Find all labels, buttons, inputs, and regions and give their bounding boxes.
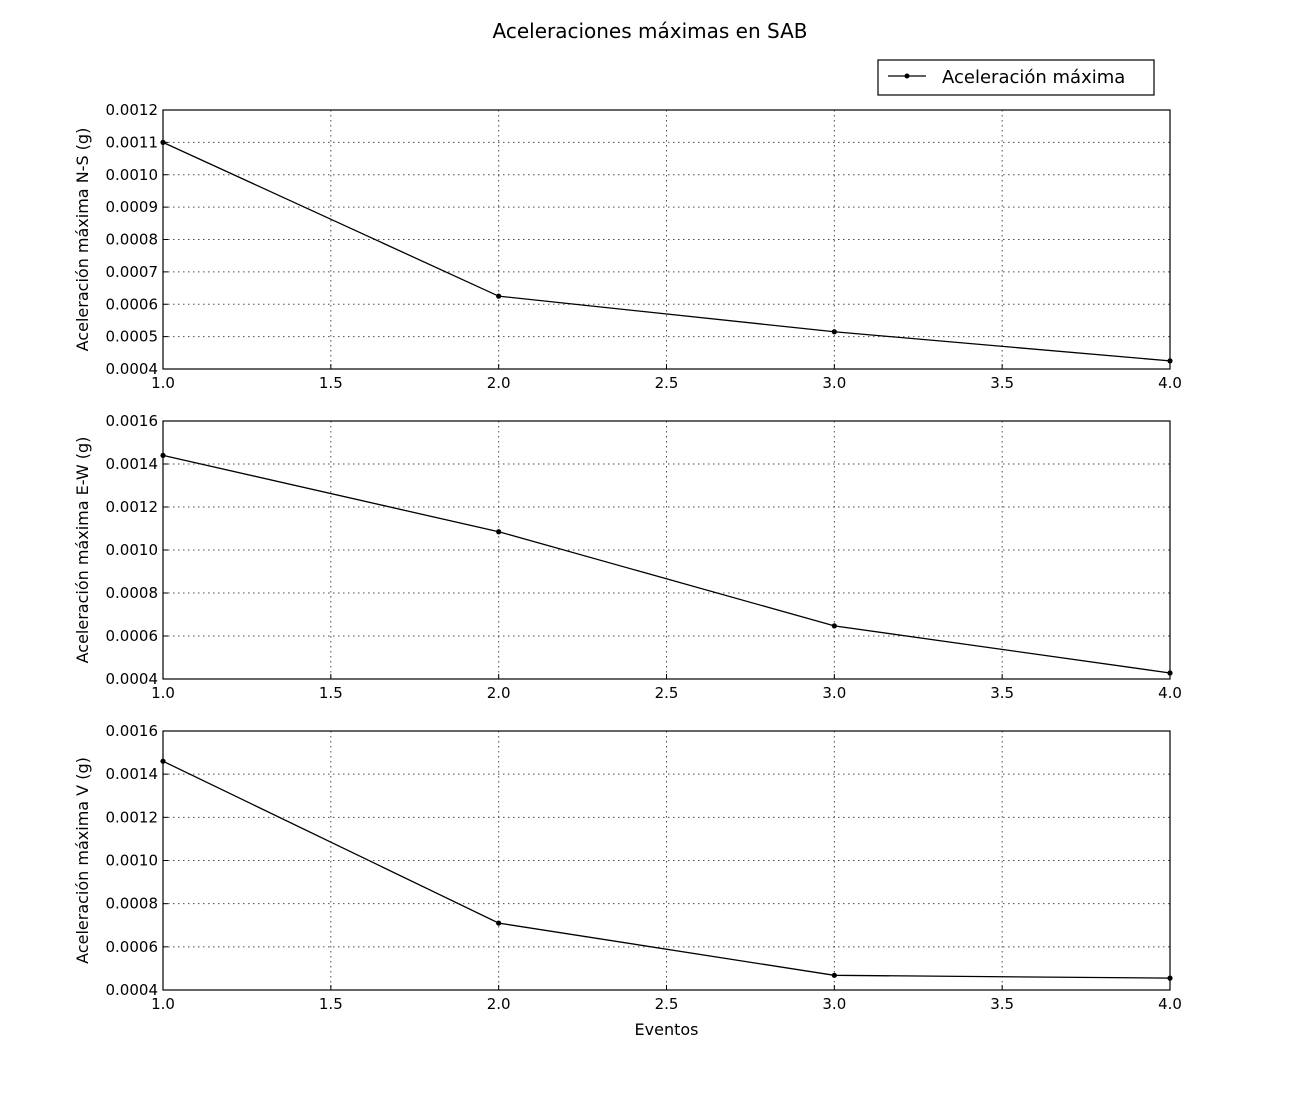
chart-title: Aceleraciones máximas en SAB (493, 19, 808, 43)
y-tick-label: 0.0012 (106, 808, 159, 826)
x-tick-label: 2.0 (487, 995, 511, 1013)
y-tick-label: 0.0010 (106, 852, 159, 870)
series-line (162, 760, 1171, 979)
legend: Aceleración máxima (877, 59, 1155, 96)
y-tick-label: 0.0006 (106, 627, 159, 645)
x-tick-label: 3.5 (990, 374, 1014, 392)
y-tick-label: 0.0007 (106, 263, 159, 281)
legend-box (877, 59, 1155, 96)
x-tick-label: 4.0 (1158, 374, 1182, 392)
y-tick-label: 0.0008 (106, 231, 159, 249)
x-tick-label: 3.5 (990, 995, 1014, 1013)
y-tick-label: 0.0010 (106, 541, 159, 559)
data-point (1167, 975, 1173, 981)
y-tick-label: 0.0011 (106, 133, 159, 151)
y-tick-label: 0.0010 (106, 166, 159, 184)
x-tick-label: 3.0 (822, 684, 846, 702)
y-tick-label: 0.0008 (106, 895, 159, 913)
y-tick-label: 0.0014 (106, 765, 159, 783)
x-tick-label: 2.0 (487, 684, 511, 702)
x-tick-label: 2.5 (655, 995, 679, 1013)
axes-frame (162, 730, 1171, 991)
y-tick-label: 0.0009 (106, 198, 159, 216)
axes-frame (162, 420, 1171, 680)
data-point (160, 758, 166, 764)
data-point (831, 972, 837, 978)
y-tick-label: 0.0004 (106, 670, 159, 688)
x-tick-label: 1.0 (151, 374, 175, 392)
data-point (496, 293, 502, 299)
data-point (496, 920, 502, 926)
y-axis-label: Aceleración máxima N-S (g) (73, 128, 92, 352)
data-point (831, 329, 837, 335)
x-tick-label: 2.0 (487, 374, 511, 392)
subplot-2: 1.0 1.5 2.0 2.5 3.0 3.5 4.0 0.0004 0.0006 0.0008 0… (73, 412, 1182, 702)
x-tick-label: 1.5 (319, 995, 343, 1013)
x-tick-label: 4.0 (1158, 995, 1182, 1013)
y-tick-label: 0.0016 (106, 722, 159, 740)
x-tick-label: 1.0 (151, 995, 175, 1013)
data-point (1167, 358, 1173, 364)
y-axis-label: Aceleración máxima V (g) (73, 757, 92, 964)
x-tick-label: 4.0 (1158, 684, 1182, 702)
data-point (160, 139, 166, 145)
x-tick-label: 2.5 (655, 374, 679, 392)
x-tick-label: 1.0 (151, 684, 175, 702)
x-tick-label: 3.5 (990, 684, 1014, 702)
legend-entry-label: Aceleración máxima (942, 67, 1125, 88)
data-point (496, 529, 502, 535)
y-tick-label: 0.0008 (106, 584, 159, 602)
series-line (162, 141, 1171, 362)
y-tick-label: 0.0004 (106, 981, 159, 999)
data-point (160, 452, 166, 458)
y-tick-label: 0.0016 (106, 412, 159, 430)
x-tick-label: 1.5 (319, 374, 343, 392)
data-point (1167, 670, 1173, 676)
data-point (831, 623, 837, 629)
y-tick-label: 0.0014 (106, 455, 159, 473)
subplots: 1.0 1.5 2.0 2.5 3.0 3.5 4.0 0.0004 0.0005 0.0006 0… (73, 101, 1182, 1039)
legend-marker (904, 73, 910, 79)
y-tick-label: 0.0012 (106, 498, 159, 516)
subplot-1: 1.0 1.5 2.0 2.5 3.0 3.5 4.0 0.0004 0.0005 0.0006 0… (73, 101, 1182, 392)
x-tick-label: 3.0 (822, 374, 846, 392)
series-line (162, 454, 1171, 674)
x-tick-label: 2.5 (655, 684, 679, 702)
x-tick-label: 3.0 (822, 995, 846, 1013)
y-axis-label: Aceleración máxima E-W (g) (73, 437, 92, 664)
subplot-3: 1.0 1.5 2.0 2.5 3.0 3.5 4.0 0.0004 0.0006 0.0008 0… (73, 722, 1182, 1039)
y-tick-label: 0.0004 (106, 360, 159, 378)
axes-frame (162, 109, 1171, 370)
x-axis-label: Eventos (635, 1020, 699, 1039)
y-tick-label: 0.0012 (106, 101, 159, 119)
x-tick-label: 1.5 (319, 684, 343, 702)
y-tick-label: 0.0006 (106, 938, 159, 956)
y-tick-label: 0.0006 (106, 295, 159, 313)
y-tick-label: 0.0005 (106, 328, 159, 346)
